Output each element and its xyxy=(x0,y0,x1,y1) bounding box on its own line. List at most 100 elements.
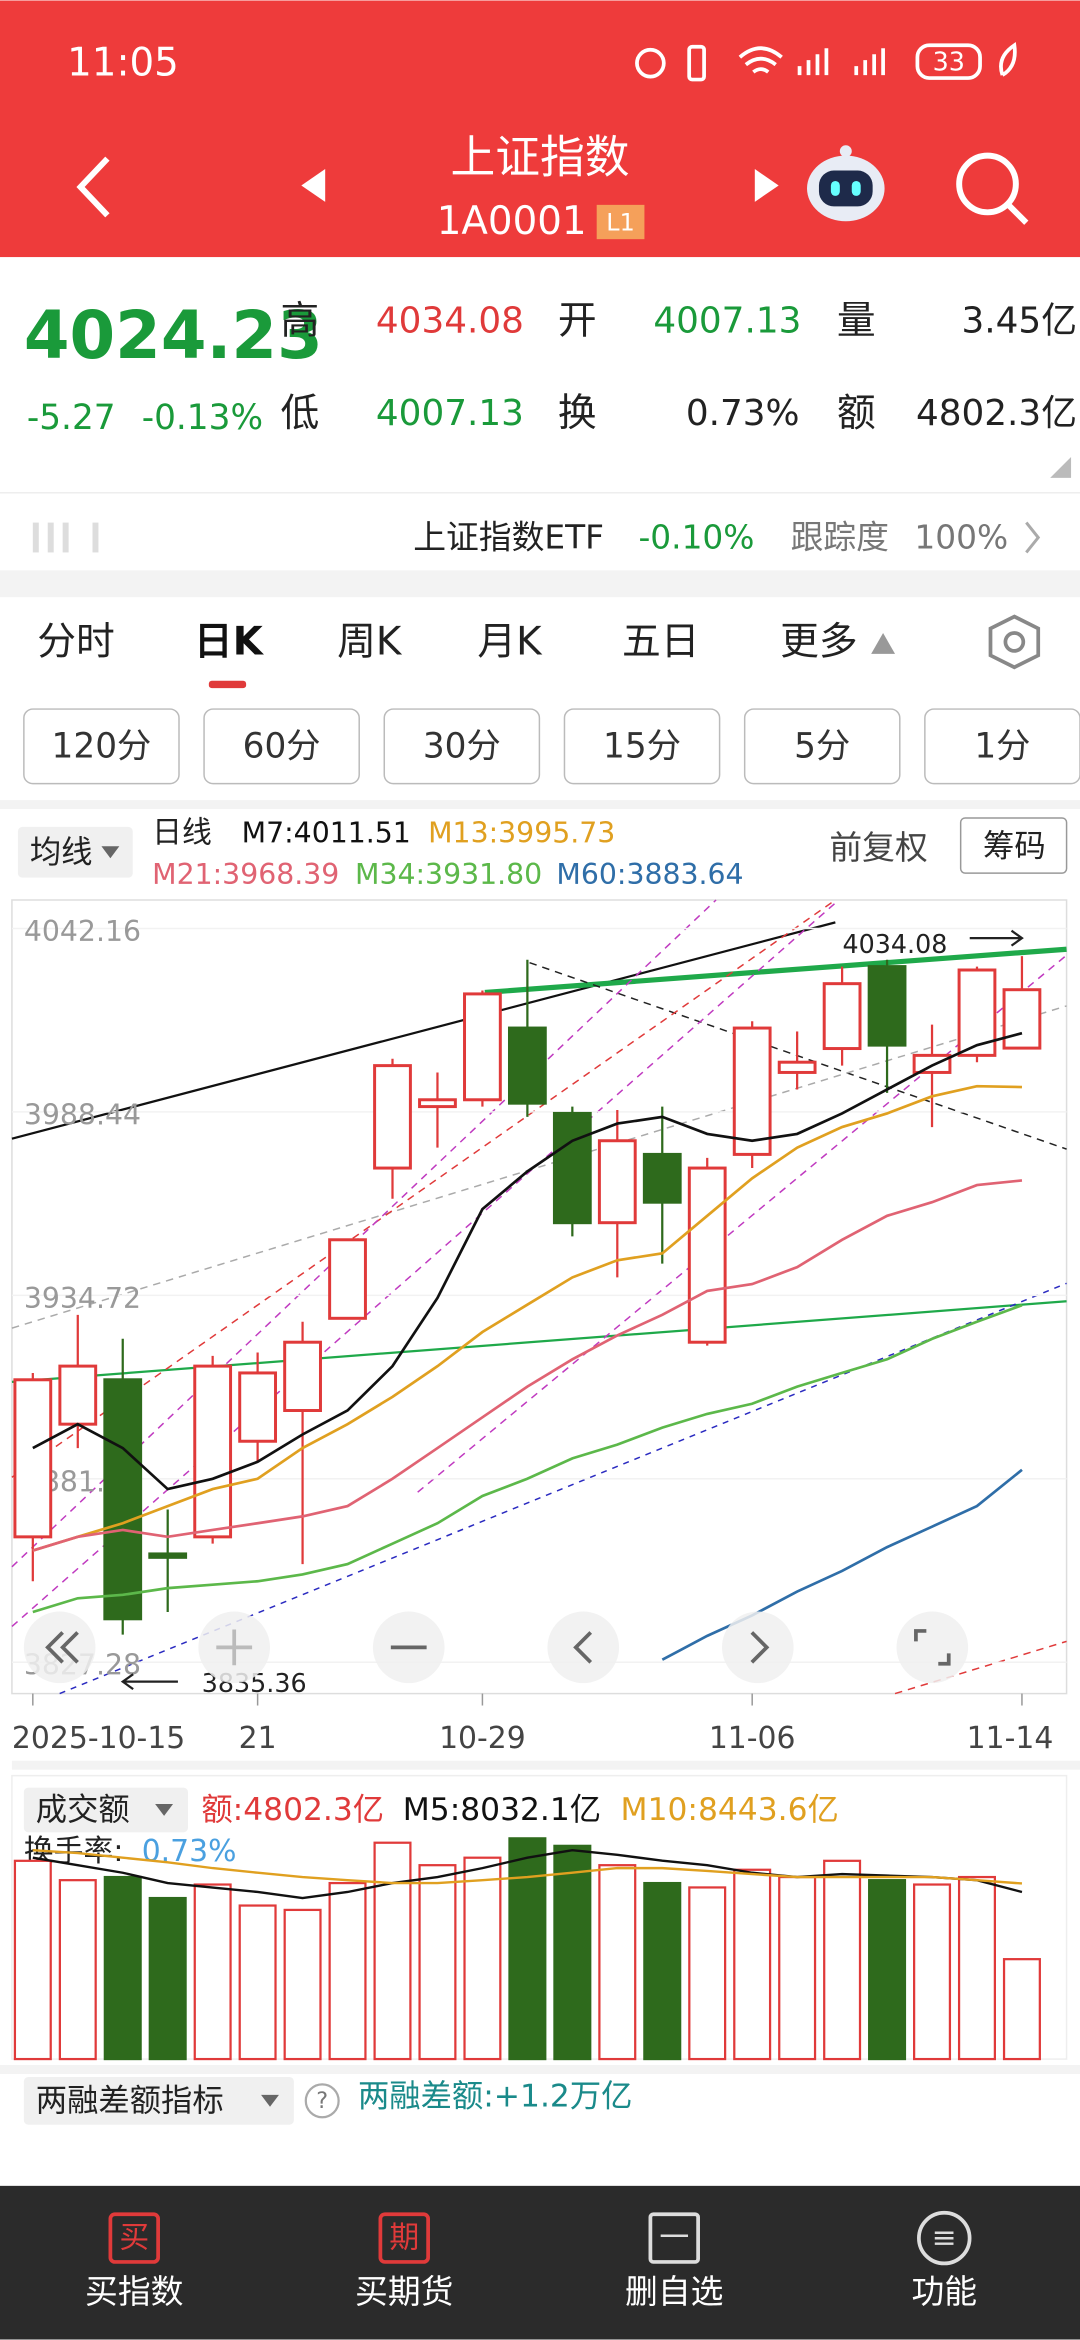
indicator-title[interactable]: 两融差额指标 xyxy=(36,2083,224,2119)
field-label: 换 xyxy=(558,391,597,436)
interval-label[interactable]: 60分 xyxy=(243,726,321,766)
ma-line xyxy=(32,1849,1023,1900)
search-handle xyxy=(1006,202,1029,225)
x-tick-label: 11-06 xyxy=(709,1721,796,1756)
legend-entry: M13:3995.73 xyxy=(428,816,615,849)
volume-bar xyxy=(373,1841,412,2061)
nav-label[interactable]: 删自选 xyxy=(625,2273,723,2311)
y-tick-label: 3934.72 xyxy=(24,1282,141,1315)
volume-bar xyxy=(238,1904,277,2061)
icon xyxy=(573,1631,593,1664)
zoom-fast-button[interactable] xyxy=(23,1611,96,1684)
robot-button[interactable] xyxy=(807,145,885,222)
indicator-button-bg[interactable] xyxy=(23,2076,294,2125)
adjust-label[interactable]: 前复权 xyxy=(829,829,927,867)
volume-bar xyxy=(643,1881,682,2061)
etf-row[interactable]: 上证指数ETF -0.10% 跟踪度 100% xyxy=(413,519,1041,557)
back-button[interactable] xyxy=(76,156,110,218)
settings-dot xyxy=(1003,631,1026,653)
volume-bar xyxy=(1002,1958,1041,2061)
interval-button[interactable] xyxy=(924,708,1080,785)
interval-label[interactable]: 1分 xyxy=(974,726,1030,766)
etf-tracking: 100% xyxy=(914,519,1008,557)
tab-active[interactable]: 日K xyxy=(194,619,265,664)
volume-bar xyxy=(418,1864,457,2061)
tab[interactable]: 分时 xyxy=(37,619,115,664)
settings-button[interactable] xyxy=(988,614,1041,670)
search-button[interactable] xyxy=(956,152,1029,225)
prev-button[interactable] xyxy=(301,169,326,202)
volume-bar xyxy=(957,1875,997,2061)
blur-bar xyxy=(47,522,54,553)
field-value: 4034.08 xyxy=(376,301,524,342)
field-value: 4802.3亿 xyxy=(916,393,1077,434)
robot-eye xyxy=(830,180,840,196)
legend-entry: M60:3883.64 xyxy=(556,858,743,891)
right-button[interactable] xyxy=(721,1611,794,1684)
field-label: 量 xyxy=(837,299,876,344)
ma-button[interactable]: 均线 xyxy=(30,834,93,870)
status-time: 11:05 xyxy=(67,41,179,86)
chevron xyxy=(1025,521,1041,554)
field-value: 4007.13 xyxy=(376,393,524,434)
gap xyxy=(11,1760,1080,1770)
nav-icon-bg xyxy=(108,2212,160,2264)
trend-line xyxy=(11,1300,1067,1383)
y-tick-label: 3988.44 xyxy=(24,1098,141,1131)
wifi-icon xyxy=(738,46,783,74)
search-circle xyxy=(956,152,1019,216)
signal-icon xyxy=(797,48,885,76)
tab[interactable]: 五日 xyxy=(622,619,700,664)
help-circle[interactable] xyxy=(304,2083,340,2119)
volume-bar xyxy=(463,1856,502,2061)
legend-entry: M34:3931.80 xyxy=(355,858,542,891)
y-tick-label: 4042.16 xyxy=(24,915,141,948)
legend-entry: M7:4011.51 xyxy=(242,816,411,849)
interval-button[interactable] xyxy=(383,708,541,785)
interval-button[interactable] xyxy=(743,708,901,785)
interval-button[interactable] xyxy=(23,708,180,785)
left-button[interactable] xyxy=(547,1611,620,1684)
ma-button-bg[interactable] xyxy=(17,826,133,878)
interval-label[interactable]: 15分 xyxy=(603,726,681,766)
volume-bar xyxy=(58,1879,97,2061)
badge-bg xyxy=(596,204,645,240)
interval-button[interactable] xyxy=(563,708,721,785)
interval-label[interactable]: 120分 xyxy=(52,726,152,766)
candle-body xyxy=(912,1053,952,1074)
period-label: 日线 xyxy=(152,815,212,850)
icon xyxy=(750,1631,770,1664)
icon xyxy=(216,1629,253,1666)
trend-line xyxy=(11,902,836,1628)
tab[interactable]: 更多 xyxy=(780,619,858,664)
next-button[interactable] xyxy=(754,169,779,202)
candle-body xyxy=(148,1552,188,1559)
interval-button[interactable] xyxy=(203,708,360,785)
chip-button[interactable]: 筹码 xyxy=(983,828,1046,864)
interval-label[interactable]: 30分 xyxy=(423,726,501,766)
ma-line xyxy=(661,1468,1023,1661)
fullscreen-button[interactable] xyxy=(896,1611,969,1684)
blur-bar xyxy=(62,522,69,553)
volume-title[interactable]: 成交额 xyxy=(36,1792,130,1828)
nav-label[interactable]: 功能 xyxy=(911,2273,977,2311)
field-label: 额 xyxy=(837,391,876,436)
alarm-icon xyxy=(635,47,666,79)
legend-entry: M10:8443.6亿 xyxy=(621,1792,839,1828)
volume-bar xyxy=(823,1859,862,2061)
volume-bar xyxy=(553,1844,592,2061)
nav-bg xyxy=(0,2185,1080,2340)
tab[interactable]: 月K xyxy=(477,619,543,664)
chip-button-bg[interactable] xyxy=(959,817,1068,874)
interval-label[interactable]: 5分 xyxy=(794,726,850,766)
nav-label[interactable]: 买指数 xyxy=(85,2273,183,2311)
nav-label[interactable]: 买期货 xyxy=(355,2273,453,2311)
volume-bar xyxy=(13,1859,52,2061)
tab[interactable]: 周K xyxy=(337,619,403,664)
volume-button-bg[interactable] xyxy=(23,1787,188,1833)
field-value: 0.73% xyxy=(686,393,800,434)
candle-body xyxy=(193,1364,233,1539)
nav-icon: 买 xyxy=(119,2221,149,2256)
